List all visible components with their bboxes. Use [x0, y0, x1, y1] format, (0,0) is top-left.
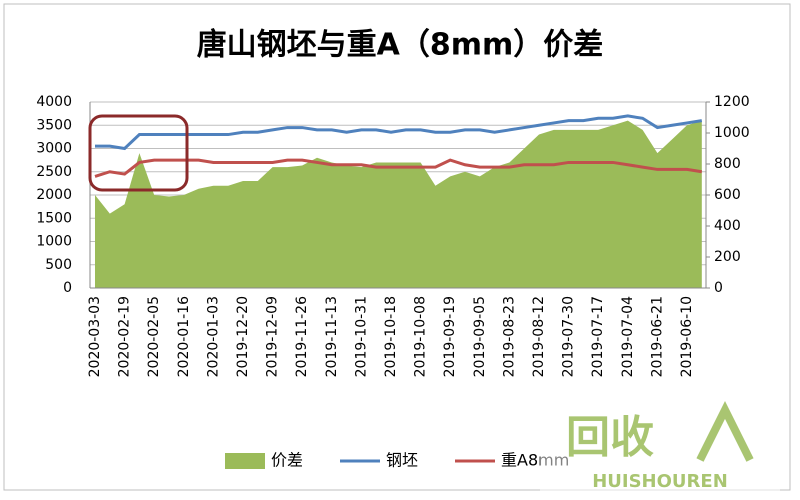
chart-title: 唐山钢坯与重A（8mm）价差	[197, 28, 604, 63]
watermark-icon	[696, 401, 754, 462]
x-tick-label: 2019-11-26	[294, 296, 310, 377]
y2-tick-label: 1000	[714, 125, 750, 141]
x-tick-label: 2019-09-19	[442, 296, 458, 377]
legend-label: 价差	[271, 451, 303, 470]
y-tick-label: 3500	[36, 117, 72, 133]
y-tick-label: 500	[45, 257, 72, 273]
x-tick-label: 2019-12-09	[265, 296, 281, 377]
x-tick-label: 2019-09-05	[472, 296, 488, 377]
y2-tick-label: 0	[714, 280, 723, 296]
y2-tick-label: 200	[714, 249, 741, 265]
x-tick-label: 2019-07-17	[590, 296, 606, 377]
line	[94, 158, 703, 178]
area	[95, 120, 702, 288]
x-tick-label: 2019-06-10	[679, 296, 695, 377]
x-tick-label: 2019-12-20	[235, 296, 251, 377]
plot: 0 500 1000 1500 2000 2500 3000 3500 4000 0 200 400 6…	[36, 94, 749, 470]
x-tick-label: 2019-06-21	[649, 296, 665, 377]
y-tick-label: 3000	[36, 141, 72, 157]
y-tick-label: 2500	[36, 164, 72, 180]
legend-label: 钢坯	[386, 451, 418, 470]
y-tick-label: 4000	[36, 94, 72, 110]
legend-swatch	[225, 453, 265, 469]
y-tick-label: 0	[63, 280, 72, 296]
x-tick-label: 2019-08-23	[501, 296, 517, 377]
y2-tick-label: 400	[714, 218, 741, 234]
line	[95, 114, 703, 151]
y-tick-label: 2000	[36, 187, 72, 203]
x-tick-label: 2020-02-05	[146, 296, 162, 377]
x-tick-label: 2020-01-03	[205, 296, 221, 377]
x-tick-label: 2019-08-12	[531, 296, 547, 377]
x-tick-label: 2020-03-03	[87, 296, 103, 377]
x-tick-label: 2020-02-19	[117, 296, 133, 377]
x-tick-label: 2019-10-18	[383, 296, 399, 377]
y2-tick-label: 800	[714, 156, 741, 172]
x-tick-label: 2019-07-30	[561, 296, 577, 377]
y-tick-label: 1500	[36, 210, 72, 226]
x-tick-label: 2019-07-04	[620, 296, 636, 377]
x-tick-label: 2019-10-08	[413, 296, 429, 377]
watermark-text: 回收	[566, 412, 654, 463]
x-tick-label: 2019-11-13	[324, 296, 340, 377]
x-tick-label: 2020-01-16	[176, 296, 192, 377]
watermark: 回收 HUISHOUREN	[540, 401, 780, 492]
watermark-bg	[540, 408, 780, 492]
y2-tick-label: 600	[714, 187, 741, 203]
highlight-box	[88, 114, 189, 192]
y2-tick-label: 1200	[714, 94, 750, 110]
y-tick-label: 1000	[36, 234, 72, 250]
watermark-brand: HUISHOUREN	[592, 471, 728, 492]
x-tick-label: 2019-10-31	[353, 296, 369, 377]
